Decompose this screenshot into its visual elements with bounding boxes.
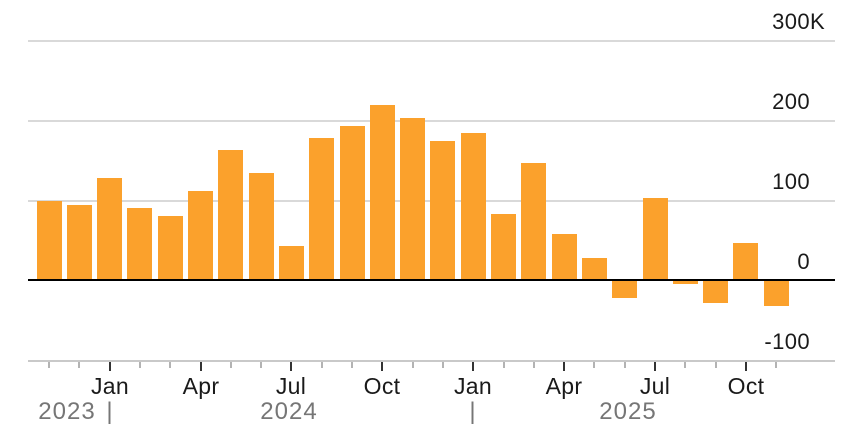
x-axis-minor-tick [78, 362, 80, 368]
x-axis-major-tick [109, 362, 111, 371]
x-axis-minor-tick [624, 362, 626, 368]
y-axis-label: -100 [764, 329, 810, 354]
bar [309, 138, 334, 280]
x-axis-major-tick [563, 362, 565, 371]
month-label: Jul [639, 373, 671, 399]
bar [733, 243, 758, 280]
bar [461, 133, 486, 280]
bar [582, 258, 607, 280]
bar [97, 178, 122, 280]
bar [430, 141, 455, 280]
bar [67, 205, 92, 280]
x-axis-major-tick [472, 362, 474, 371]
x-axis-minor-tick [593, 362, 595, 368]
bar [37, 201, 62, 280]
x-axis-minor-tick [715, 362, 717, 368]
bar [643, 198, 668, 280]
month-label: Apr [182, 373, 220, 399]
y-axis-label: 0 [797, 249, 810, 274]
month-label: Oct [363, 373, 401, 399]
y-axis-label: 200 [772, 89, 810, 114]
month-label: Jan [454, 373, 492, 399]
y-axis-unit-suffix: K [810, 9, 826, 34]
x-axis-minor-tick [169, 362, 171, 368]
bar [764, 280, 789, 306]
bar [400, 118, 425, 280]
x-axis-major-tick [200, 362, 202, 371]
bar [188, 191, 213, 280]
bar [521, 163, 546, 280]
x-axis-minor-tick [139, 362, 141, 368]
y-axis-label: 100 [772, 169, 810, 194]
y-axis-label: 300 K [772, 9, 826, 34]
grid-line [28, 40, 835, 42]
month-label: Jan [91, 373, 129, 399]
bar [370, 105, 395, 280]
x-axis-minor-tick [503, 362, 505, 368]
x-axis-minor-tick [321, 362, 323, 368]
month-label: Oct [727, 373, 765, 399]
x-axis-line [28, 360, 835, 362]
bar [491, 214, 516, 280]
x-axis-minor-tick [533, 362, 535, 368]
zero-line [28, 279, 835, 281]
bar [703, 280, 728, 303]
bar [673, 280, 698, 284]
x-axis-major-tick [290, 362, 292, 371]
year-label: 2024 [260, 398, 318, 425]
x-axis-major-tick [381, 362, 383, 371]
bar [249, 173, 274, 280]
year-boundary-marker: | [469, 398, 477, 425]
x-axis-major-tick [654, 362, 656, 371]
month-label: Jul [275, 373, 307, 399]
x-axis-minor-tick [351, 362, 353, 368]
x-axis-minor-tick [48, 362, 50, 368]
year-label: 2023 [38, 398, 96, 425]
x-axis-minor-tick [412, 362, 414, 368]
x-axis-minor-tick [775, 362, 777, 368]
year-boundary-marker: | [106, 398, 114, 425]
grid-line [28, 120, 835, 122]
bar [127, 208, 152, 280]
x-axis-minor-tick [260, 362, 262, 368]
x-axis-minor-tick [230, 362, 232, 368]
bar [552, 234, 577, 280]
bar [612, 280, 637, 298]
bar [158, 216, 183, 280]
x-axis-major-tick [745, 362, 747, 371]
month-label: Apr [545, 373, 583, 399]
bar [218, 150, 243, 280]
year-label: 2025 [599, 398, 657, 425]
bar [340, 126, 365, 280]
x-axis-minor-tick [684, 362, 686, 368]
bar [279, 246, 304, 280]
x-axis-minor-tick [442, 362, 444, 368]
